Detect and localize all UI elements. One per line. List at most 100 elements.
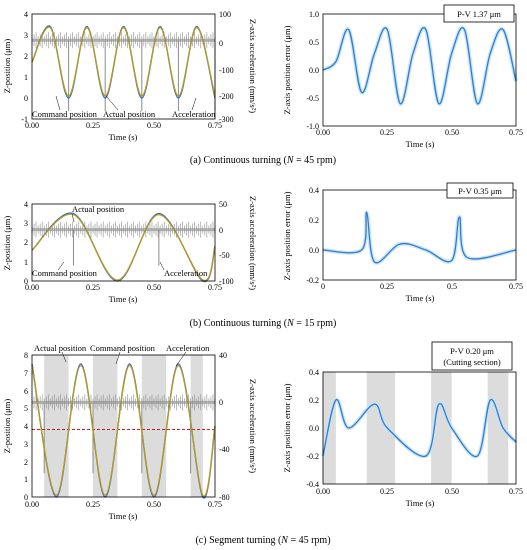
y-tick: 4 (24, 10, 28, 19)
x-axis-label: Time (s) (406, 293, 435, 303)
y2-tick: -40 (219, 445, 230, 454)
y-axis-label: Z-axis position error (μm) (282, 383, 292, 472)
y-axis-label: Z-axis position error (μm) (282, 191, 292, 280)
x-tick: 0.50 (147, 283, 161, 292)
y-tick: 1 (24, 475, 28, 484)
y2-tick: -100 (219, 66, 234, 75)
y2-tick: -200 (219, 92, 234, 101)
y-tick: 0.0 (309, 424, 319, 433)
pv-box (431, 341, 513, 371)
annotation-acceleration: Acceleration (164, 268, 208, 278)
pv-box (443, 4, 515, 23)
pv-box (446, 182, 514, 199)
y2-tick: -50 (219, 251, 230, 260)
y-tick: 7 (24, 369, 28, 378)
pv-label: P-V 0.35 μm (458, 186, 502, 196)
y-tick: -1.0 (306, 122, 319, 131)
x-tick: 0.75 (509, 282, 523, 291)
y-tick: 0.0 (309, 246, 319, 255)
x-axis-label: Time (s) (109, 511, 138, 521)
annotation-actual-position: Actual position (34, 343, 87, 353)
pv-label: P-V 0.20 μm (450, 346, 494, 356)
series-position-error (322, 211, 517, 264)
cutting-section-band (93, 355, 118, 497)
y2-tick: 0 (219, 226, 223, 235)
pv-sublabel: (Cutting section) (443, 357, 501, 367)
plot-frame (322, 189, 517, 281)
leader-line (105, 95, 119, 111)
y-tick: -0.5 (306, 94, 319, 103)
plot-frame (322, 371, 517, 485)
leader-line (191, 97, 197, 111)
y-axis-label: Z-axis position error (μm) (282, 25, 292, 114)
y2-tick: -100 (219, 277, 234, 286)
y-tick: 0.2 (309, 396, 319, 405)
plot-frame (31, 354, 216, 498)
chart-a-right: 1.0 0.5 0.0 -0.5 -1.0 0.00 0.25 0.50 0.7… (282, 4, 523, 149)
y-tick: 1 (24, 258, 28, 267)
y2-axis-label: Z-axis acceleration (mm/s²) (248, 196, 258, 290)
x-axis-label: Time (s) (406, 498, 435, 508)
y-tick: 1 (24, 73, 28, 82)
y-tick: 4 (24, 422, 28, 431)
x-tick: 0.25 (380, 487, 394, 496)
x-axis-label: Time (s) (109, 132, 138, 142)
annotation-command-position: Command position (90, 343, 156, 353)
y-tick: 0 (24, 277, 28, 286)
y-tick: -0.4 (306, 480, 319, 489)
y-tick: 2 (24, 52, 28, 61)
y-tick: 0.4 (309, 368, 319, 377)
x-tick: 0.75 (208, 283, 222, 292)
x-axis-label: Time (s) (109, 294, 138, 304)
y2-tick: 0 (219, 398, 223, 407)
error-band (321, 397, 518, 459)
x-tick: 0.50 (147, 121, 161, 130)
y-tick: 3 (24, 31, 28, 40)
x-tick: 0.00 (316, 128, 330, 137)
y2-tick: 0 (219, 39, 223, 48)
x-tick: 0.75 (509, 128, 523, 137)
series-actual-position (31, 26, 216, 97)
y-tick: 0.4 (309, 186, 319, 195)
annotation-actual-position: Actual position (103, 109, 156, 119)
leader-line (115, 351, 121, 365)
x-tick: 0.50 (147, 500, 161, 509)
x-tick: 0 (321, 282, 325, 291)
cutting-section-band (431, 372, 452, 484)
y2-tick: -300 (219, 115, 234, 124)
x-tick: 0.25 (380, 282, 394, 291)
series-position-error (322, 27, 517, 105)
error-band (322, 210, 517, 265)
x-tick: 0.75 (208, 500, 222, 509)
y-tick: 2 (24, 458, 28, 467)
y2-tick: 40 (219, 351, 227, 360)
y-tick: 5 (24, 404, 28, 413)
x-tick: 0.75 (208, 121, 222, 130)
series-actual-position (31, 364, 216, 497)
caption-b: (b) Continuous turning (N = 15 rpm) (190, 318, 337, 329)
cutting-section-band (44, 355, 69, 497)
pv-label: P-V 1.37 μm (457, 9, 501, 19)
plot-frame (322, 13, 517, 127)
chart-c-left: 8 7 6 5 4 3 2 1 0 40 0 -40 -80 0.00 0.25… (2, 343, 258, 521)
x-tick: 0.00 (25, 500, 39, 509)
leader-line (175, 351, 187, 367)
chart-a-left: 4 3 2 1 0 -1 100 0 -100 -200 -300 0.00 0… (2, 10, 258, 142)
y-tick: 3 (24, 219, 28, 228)
y-tick: 8 (24, 351, 28, 360)
cutting-section-band (141, 355, 167, 497)
y-tick: 0 (24, 493, 28, 502)
chart-b-left: 4 3 2 1 0 50 0 -50 -100 0.00 0.25 0.50 0… (2, 196, 258, 304)
caption-c: (c) Segment turning (N = 45 rpm) (195, 535, 330, 546)
annotation-acceleration: Acceleration (166, 343, 210, 353)
y2-tick: -80 (219, 493, 230, 502)
x-tick: 0.25 (86, 500, 100, 509)
y2-axis-label: Z-axis acceleration (mm/s²) (248, 19, 258, 113)
caption-a: (a) Continuous turning (N = 45 rpm) (190, 155, 336, 166)
y2-axis-label: Z-axis acceleration (mm/s²) (248, 379, 258, 473)
annotation-command-position: Command position (32, 268, 98, 278)
y-tick: 0.0 (309, 66, 319, 75)
annotation-actual-position: Actual position (72, 204, 125, 214)
y-tick: 6 (24, 387, 28, 396)
